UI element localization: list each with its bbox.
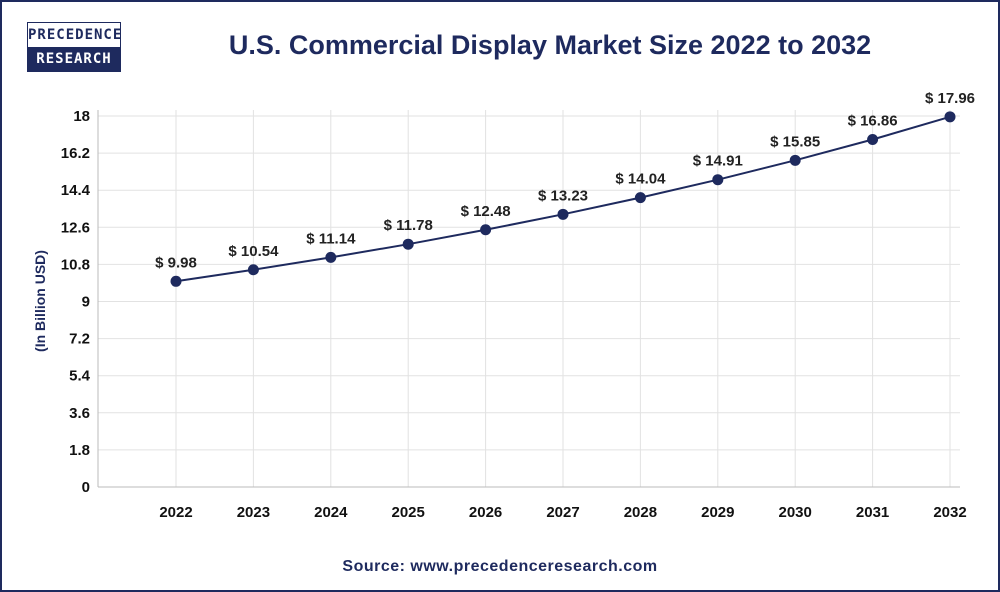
logo: PRECEDENCE RESEARCH: [27, 22, 121, 72]
data-label: $ 15.85: [770, 133, 820, 150]
x-tick-label: 2029: [701, 504, 734, 521]
y-tick-label: 14.4: [61, 182, 91, 199]
x-tick-label: 2027: [546, 504, 579, 521]
data-point: [789, 154, 801, 166]
data-label: $ 16.86: [848, 112, 898, 129]
y-tick-label: 10.8: [61, 256, 90, 273]
x-tick-label: 2023: [237, 504, 270, 521]
y-tick-label: 5.4: [69, 368, 91, 385]
data-point: [480, 224, 492, 236]
x-tick-label: 2024: [314, 504, 348, 521]
data-point: [634, 192, 646, 204]
y-tick-label: 1.8: [69, 442, 90, 459]
data-point: [247, 264, 259, 276]
y-tick-label: 12.6: [61, 219, 90, 236]
data-label: $ 17.96: [925, 90, 975, 107]
chart-title: U.S. Commercial Display Market Size 2022…: [228, 30, 872, 60]
data-point: [557, 208, 569, 220]
source-text: Source: www.precedenceresearch.com: [342, 558, 658, 575]
data-label: $ 10.54: [228, 243, 279, 260]
logo-line2: RESEARCH: [28, 47, 120, 71]
x-tick-label: 2031: [856, 504, 889, 521]
data-point: [170, 275, 182, 287]
y-tick-label: 18: [73, 108, 90, 125]
data-point: [867, 133, 879, 145]
y-tick-label: 9: [82, 294, 90, 311]
data-point: [712, 174, 724, 186]
x-tick-label: 2032: [933, 504, 966, 521]
y-tick-label: 3.6: [69, 405, 90, 422]
y-axis-label: (In Billion USD): [32, 250, 48, 352]
y-tick-label: 7.2: [69, 331, 90, 348]
x-tick-label: 2025: [392, 504, 425, 521]
x-tick-label: 2026: [469, 504, 502, 521]
y-tick-label: 0: [82, 479, 90, 496]
data-label: $ 12.48: [461, 203, 511, 220]
data-label: $ 11.14: [306, 230, 356, 247]
data-label: $ 13.23: [538, 187, 588, 204]
logo-line1: PRECEDENCE: [28, 23, 121, 47]
x-tick-label: 2030: [779, 504, 812, 521]
data-label: $ 14.91: [693, 153, 743, 170]
x-tick-label: 2022: [159, 504, 192, 521]
data-label: $ 9.98: [155, 254, 197, 271]
data-point: [325, 251, 337, 263]
data-point: [402, 238, 414, 250]
y-tick-label: 16.2: [61, 145, 90, 162]
data-point: [944, 111, 956, 123]
data-label: $ 14.04: [615, 171, 666, 188]
data-label: $ 11.78: [384, 217, 433, 234]
x-tick-label: 2028: [624, 504, 657, 521]
